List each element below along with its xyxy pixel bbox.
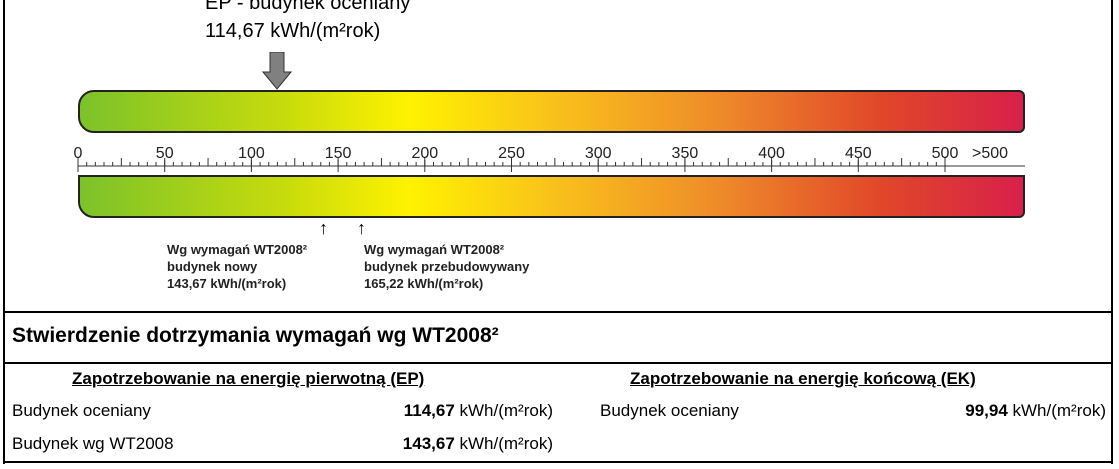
ep-heading: Zapotrzebowanie na energię pierwotną (EP… <box>72 369 425 388</box>
marker-label: Wg wymagań WT2008² budynek przebudowywan… <box>364 241 529 292</box>
scale-label: 150 <box>325 145 352 162</box>
row-label: Budynek oceniany <box>600 401 739 420</box>
scale-label: 350 <box>672 145 699 162</box>
row-value: 114,67 kWh/(m²rok) <box>404 401 553 421</box>
unit: kWh/(m²rok) <box>459 401 553 420</box>
scale-bar-top <box>78 90 1025 133</box>
marker-line: budynek nowy <box>167 259 258 274</box>
scale-label: 300 <box>585 145 612 162</box>
scale-label: 400 <box>758 145 785 162</box>
marker-line: 143,67 kWh/(m²rok) <box>167 276 287 291</box>
scale-bar-bottom <box>78 175 1025 218</box>
unit: kWh/(m²rok) <box>459 434 553 453</box>
value: 143,67 <box>402 434 455 453</box>
ep-title: EP - budynek oceniany <box>205 0 411 14</box>
section-title: Stwierdzenie dotrzymania wymagań wg WT20… <box>12 324 499 347</box>
row-label: Budynek oceniany <box>12 401 151 420</box>
border <box>3 311 1113 313</box>
value: 99,94 <box>965 401 1008 420</box>
scale: 0 50 100 150 200 250 300 350 400 450 500 >500 <box>74 145 1025 172</box>
scale-label: 100 <box>238 145 265 162</box>
border <box>3 0 5 464</box>
border <box>3 362 1113 364</box>
marker-line: Wg wymagań WT2008² <box>167 242 308 257</box>
marker-label: Wg wymagań WT2008² budynek nowy 143,67 k… <box>167 241 307 292</box>
ep-value: 114,67 kWh/(m²rok) <box>205 20 381 42</box>
marker-arrow: ↑ <box>357 218 366 238</box>
scale-label: 50 <box>156 145 174 162</box>
marker-arrow: ↑ <box>319 218 328 238</box>
scale-label: 200 <box>411 145 438 162</box>
border <box>1111 0 1113 464</box>
row-value: 99,94 kWh/(m²rok) <box>965 401 1106 421</box>
scale-label: 250 <box>498 145 525 162</box>
scale-label: 0 <box>74 145 83 162</box>
row-value: 143,67 kWh/(m²rok) <box>403 434 553 454</box>
row-label: Budynek wg WT2008 <box>12 434 174 453</box>
value: 114,67 <box>403 401 455 420</box>
marker-line: Wg wymagań WT2008² <box>364 242 505 257</box>
scale-label: 450 <box>845 145 872 162</box>
marker-line: 165,22 kWh/(m²rok) <box>364 276 484 291</box>
border <box>3 461 1113 463</box>
scale-label: >500 <box>972 145 1008 162</box>
unit: kWh/(m²rok) <box>1012 401 1106 420</box>
scale-label: 500 <box>932 145 959 162</box>
marker-line: budynek przebudowywany <box>364 259 530 274</box>
ek-heading: Zapotrzebowanie na energię końcową (EK) <box>630 369 976 388</box>
ep-arrow <box>262 52 292 90</box>
